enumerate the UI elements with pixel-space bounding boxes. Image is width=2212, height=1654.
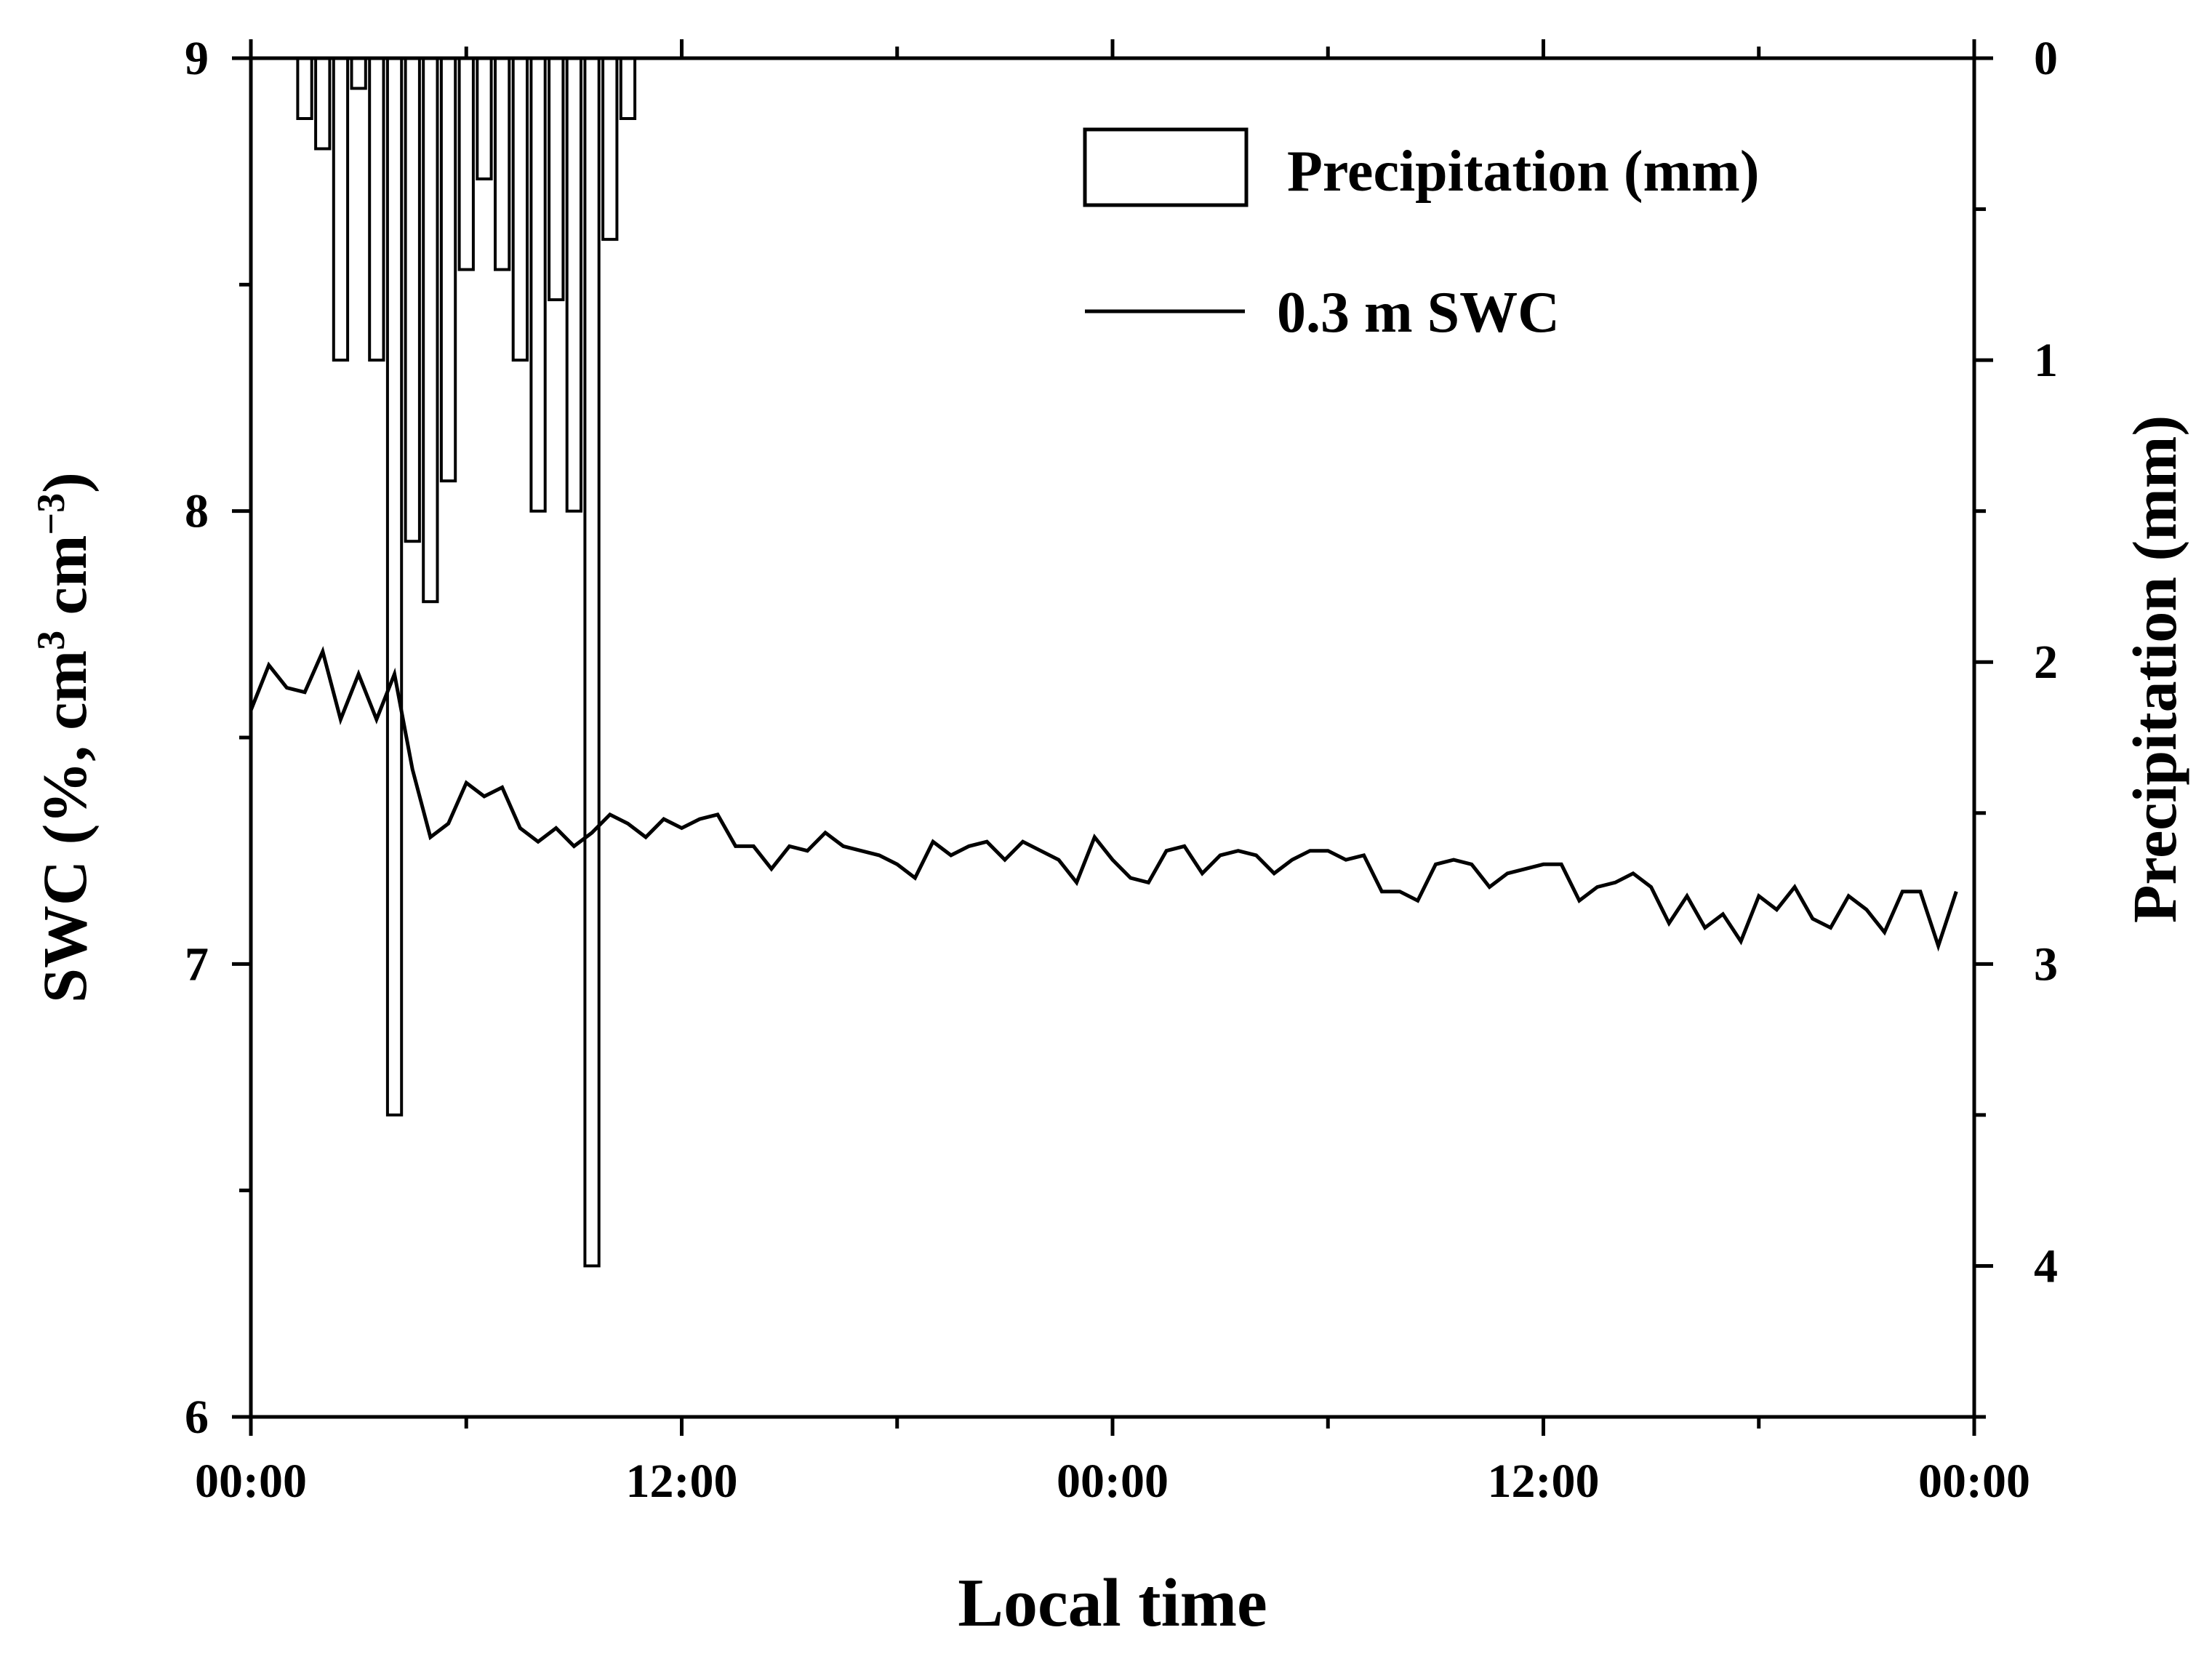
x-tick-label-4: 00:00 — [1918, 1455, 2030, 1508]
y-left-tick-label-3: 9 — [185, 32, 209, 85]
precipitation-bar-6 — [404, 57, 421, 543]
precipitation-bar-9 — [457, 57, 475, 271]
y-right-tick-label-2: 2 — [2034, 636, 2058, 689]
legend: Precipitation (mm) 0.3 m SWC — [1083, 127, 1759, 345]
x-tick-label-1: 12:00 — [626, 1455, 738, 1508]
precipitation-bar-17 — [601, 57, 619, 241]
precipitation-bar-14 — [548, 57, 565, 302]
precipitation-bar-16 — [583, 57, 601, 1268]
x-tick-label-3: 12:00 — [1488, 1455, 1600, 1508]
y-right-tick-label-0: 0 — [2034, 32, 2058, 85]
swc-line — [249, 646, 1958, 952]
precipitation-bar-15 — [565, 57, 583, 513]
swc-line-layer — [249, 646, 1958, 952]
y-left-tick-label-0: 6 — [185, 1391, 209, 1444]
precipitation-bar-2 — [332, 57, 350, 362]
precipitation-bar-5 — [385, 57, 404, 1116]
precipitation-bar-10 — [476, 57, 493, 180]
x-tick-label-2: 00:00 — [1057, 1455, 1169, 1508]
x-axis-title: Local time — [958, 1565, 1267, 1641]
precipitation-bar-18 — [619, 57, 637, 120]
y-right-tick-label-1: 1 — [2034, 334, 2058, 387]
y-left-tick-label-1: 7 — [185, 938, 209, 991]
precipitation-bar-4 — [368, 57, 385, 362]
legend-swc-label: 0.3 m SWC — [1277, 281, 1560, 345]
y-right-tick-label-4: 4 — [2034, 1239, 2058, 1293]
precipitation-bar-3 — [350, 57, 367, 90]
precipitation-bar-8 — [439, 57, 457, 483]
y-left-tick-label-2: 8 — [185, 485, 209, 538]
precipitation-bar-0 — [296, 57, 313, 120]
y-right-tick-label-3: 3 — [2034, 938, 2058, 991]
precipitation-bar-13 — [529, 57, 547, 513]
legend-precipitation-label: Precipitation (mm) — [1287, 140, 1759, 204]
precipitation-bar-1 — [314, 57, 332, 151]
y-axis-left-title: SWC (%, cm3 cm−3) — [29, 472, 100, 1003]
legend-precipitation-swatch — [1083, 127, 1249, 207]
precipitation-bar-11 — [494, 57, 511, 271]
precipitation-bar-7 — [422, 57, 439, 604]
axis-ticks — [232, 39, 1993, 1436]
precipitation-bar-12 — [511, 57, 529, 362]
x-tick-label-0: 00:00 — [195, 1455, 307, 1508]
axis-tick-labels: 00:00 12:00 00:00 12:00 00:00 6 7 8 9 0 1 2 3 4 — [185, 32, 2058, 1508]
y-axis-right-title: Precipitation (mm) — [2120, 415, 2189, 923]
